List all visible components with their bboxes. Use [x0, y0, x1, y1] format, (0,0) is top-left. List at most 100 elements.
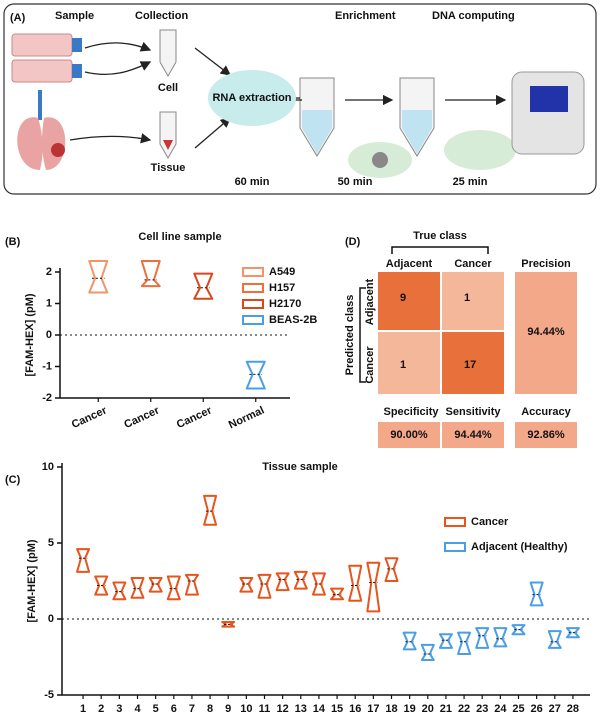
legend-label: BEAS-2B [269, 314, 317, 326]
y-tick-label: 0 [48, 613, 54, 625]
notched-box [88, 259, 109, 294]
x-tick-label: 26 [531, 703, 543, 715]
notched-box [348, 564, 363, 602]
x-tick-label: 4 [134, 703, 141, 715]
notched-box [76, 548, 91, 573]
rna-ellipse [208, 70, 296, 126]
rna-label: RNA extraction [212, 92, 291, 104]
x-tick-label: 19 [404, 703, 416, 715]
notched-box [529, 581, 544, 607]
arrows [69, 41, 507, 149]
legend-swatch [444, 517, 466, 527]
x-tick-label: 5 [153, 703, 159, 715]
x-tick-label: 25 [512, 703, 524, 715]
axis-title: True class [413, 230, 467, 242]
cell [515, 422, 577, 448]
x-tick-label: 16 [349, 703, 361, 715]
panel-label: (D) [345, 236, 361, 248]
column-label: Precision [521, 258, 571, 270]
notched-box [547, 630, 562, 649]
row-label: Adjacent [364, 278, 376, 325]
notched-box [330, 587, 345, 601]
x-tick-label: 14 [313, 703, 326, 715]
notched-box [203, 494, 218, 526]
sample-icons [11, 33, 82, 170]
notched-box [293, 570, 308, 590]
x-tick-label: 17 [367, 703, 379, 715]
notched-box [420, 643, 435, 662]
confusion-matrix: (D) True class Adjacent Cancer Precision… [344, 230, 577, 448]
cell [378, 422, 440, 448]
legend-label: Cancer [471, 516, 509, 528]
notched-box [275, 572, 290, 592]
x-tick-label: 11 [259, 703, 271, 715]
x-tick-label: 28 [567, 703, 579, 715]
time-label: 25 min [453, 176, 488, 188]
cell-value: 94.44% [454, 429, 492, 441]
x-tick-label: Normal [227, 404, 266, 431]
y-tick-label: -1 [42, 360, 52, 372]
y-tick-label: 0 [46, 329, 52, 341]
column-label: Adjacent [386, 258, 433, 270]
y-tick-label: 10 [42, 461, 54, 473]
x-tick-label: 20 [422, 703, 434, 715]
x-tick-label: 1 [80, 703, 86, 715]
panel-label: (A) [10, 12, 26, 24]
cell [442, 332, 504, 394]
notched-box [402, 631, 417, 651]
cell-value: 90.00% [390, 429, 428, 441]
time-label: 60 min [235, 176, 270, 188]
x-tick-label: 7 [189, 703, 195, 715]
notched-box [475, 627, 490, 649]
notched-box [193, 272, 214, 300]
tubes [159, 29, 585, 178]
y-axis-title: [FAM-HEX] (pM) [26, 539, 38, 622]
cell-value: 1 [464, 292, 470, 304]
legend-swatch [242, 283, 264, 293]
notched-box [112, 581, 127, 601]
row-label: Cancer [364, 346, 376, 384]
x-tick-label: 18 [385, 703, 397, 715]
chart-title: Tissue sample [262, 461, 338, 473]
axis-title: Predicted class [344, 295, 356, 376]
x-tick-label: Cancer [175, 404, 215, 431]
legend-label: H157 [269, 282, 295, 294]
sample-label: Cell [158, 82, 178, 94]
cell-value: 92.86% [527, 429, 565, 441]
notched-box [245, 360, 266, 390]
panel-label: (B) [5, 236, 21, 248]
x-tick-label: 3 [116, 703, 122, 715]
y-tick-label: -5 [44, 689, 54, 701]
notched-box [438, 633, 453, 649]
y-axis-title: [FAM-HEX] (pM) [24, 293, 36, 376]
cell-value: 1 [400, 359, 406, 371]
x-tick-label: 2 [98, 703, 104, 715]
time-label: 50 min [338, 176, 373, 188]
x-tick-label: 12 [277, 703, 289, 715]
y-tick-label: 1 [46, 297, 52, 309]
legend-label: H2170 [269, 298, 301, 310]
x-tick-label: 27 [549, 703, 561, 715]
legend-swatch [242, 299, 264, 309]
step-title: Collection [135, 10, 188, 22]
cell-value: 94.44% [527, 326, 565, 338]
legend-swatch [444, 542, 466, 552]
cell [515, 272, 577, 394]
notched-box [257, 573, 272, 599]
metric-label: Specificity [383, 406, 439, 418]
metric-label: Accuracy [521, 406, 571, 418]
step-title: Enrichment [335, 10, 396, 22]
x-tick-label: 15 [331, 703, 343, 715]
legend-label: A549 [269, 266, 295, 278]
x-tick-label: Cancer [122, 404, 162, 431]
panel-a-frame [3, 3, 597, 195]
column-label: Cancer [454, 258, 492, 270]
notched-box [239, 576, 254, 593]
cell-value: 9 [400, 292, 406, 304]
cell [378, 272, 440, 330]
y-tick-label: 5 [48, 537, 54, 549]
step-title: Sample [55, 10, 94, 22]
notched-box [140, 259, 161, 288]
notched-box [130, 576, 145, 599]
cell [378, 332, 440, 394]
